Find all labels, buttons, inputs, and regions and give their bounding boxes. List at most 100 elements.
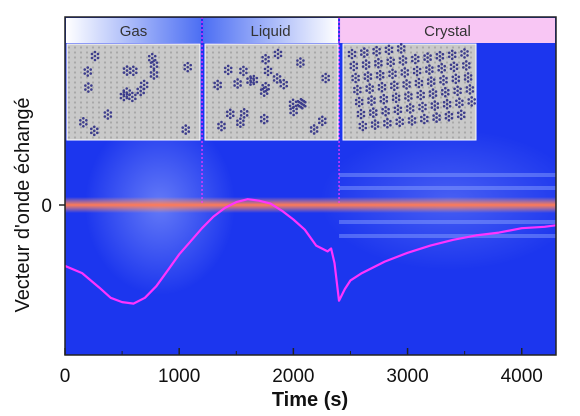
particle: [370, 99, 373, 102]
particle: [407, 121, 411, 124]
particle: [377, 57, 380, 61]
particle: [423, 117, 426, 121]
particle: [391, 68, 394, 72]
particle: [266, 69, 270, 73]
particle: [131, 99, 134, 103]
particle: [233, 80, 236, 83]
particle: [452, 69, 456, 73]
particle: [456, 115, 460, 119]
particle: [416, 95, 420, 99]
particle: [312, 132, 316, 135]
particle: [447, 118, 451, 122]
particle: [398, 124, 402, 128]
particle: [445, 80, 448, 84]
particle: [420, 83, 424, 87]
particle: [465, 90, 469, 93]
particle: [450, 112, 454, 116]
particle: [223, 126, 226, 130]
particle: [291, 102, 295, 106]
particle: [295, 107, 298, 111]
particle: [184, 128, 188, 131]
particle: [106, 109, 110, 112]
particle: [366, 79, 370, 82]
particle: [366, 53, 369, 56]
particle: [269, 67, 273, 71]
particle: [367, 61, 371, 64]
particle: [398, 116, 402, 120]
particle: [356, 110, 360, 114]
particle: [289, 111, 292, 115]
particle: [85, 123, 88, 126]
particle: [460, 50, 463, 53]
particle: [431, 70, 434, 73]
particle: [430, 106, 434, 109]
particle: [411, 55, 414, 59]
particle: [356, 84, 359, 88]
particle: [390, 46, 394, 50]
particle: [282, 78, 286, 82]
particle: [359, 86, 362, 90]
particle: [431, 96, 435, 99]
particle: [379, 95, 383, 99]
particle: [273, 50, 277, 54]
particle: [131, 95, 134, 99]
particle: [347, 50, 351, 54]
particle: [387, 52, 391, 56]
particle: [370, 95, 373, 98]
particle: [92, 125, 96, 129]
particle: [357, 100, 361, 104]
particle: [361, 120, 365, 124]
particle: [255, 76, 259, 80]
particle: [155, 65, 159, 68]
particle: [447, 88, 450, 92]
particle: [453, 87, 456, 91]
particle: [405, 109, 409, 112]
particle: [390, 86, 393, 90]
particle: [429, 54, 432, 57]
particle: [79, 123, 82, 126]
particle: [413, 121, 417, 124]
particle: [466, 76, 470, 79]
particle: [370, 121, 374, 124]
particle: [392, 58, 396, 62]
particle: [223, 66, 227, 70]
particle: [263, 71, 267, 75]
particle: [391, 76, 394, 80]
particle: [420, 119, 423, 123]
particle: [276, 48, 280, 52]
particle: [466, 72, 470, 75]
particle: [360, 49, 363, 52]
particle: [249, 83, 252, 86]
particle: [262, 94, 266, 97]
particle: [361, 61, 365, 64]
particle: [327, 74, 330, 78]
particle: [378, 73, 382, 77]
particle: [371, 89, 375, 92]
particle: [368, 83, 372, 86]
particle: [462, 111, 466, 115]
particle: [382, 97, 386, 101]
particle: [418, 103, 421, 107]
particle: [183, 67, 187, 71]
particle: [273, 54, 277, 58]
particle: [186, 61, 190, 65]
particle: [379, 99, 383, 103]
particle: [87, 86, 90, 89]
particle: [410, 119, 414, 122]
particle: [359, 108, 363, 112]
particle: [455, 67, 459, 71]
particle: [373, 119, 377, 122]
particle: [468, 84, 472, 87]
particle: [399, 51, 403, 54]
particle: [426, 115, 429, 119]
particle: [220, 120, 223, 124]
particle: [458, 97, 461, 101]
particle: [381, 75, 385, 79]
particle: [378, 51, 381, 55]
particle: [82, 125, 85, 128]
particle: [265, 115, 269, 119]
particle: [438, 118, 441, 121]
particle: [233, 84, 236, 87]
particle: [96, 52, 100, 56]
particle: [442, 74, 445, 78]
